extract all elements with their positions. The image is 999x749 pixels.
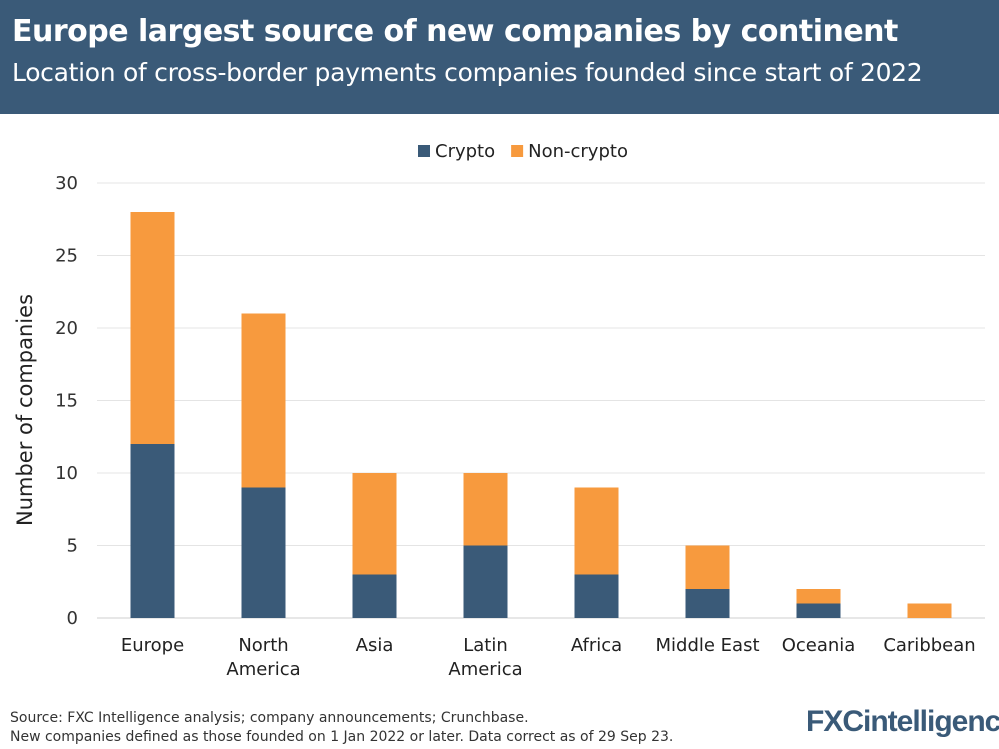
y-tick-label: 25	[55, 246, 78, 267]
y-tick-label: 20	[55, 318, 78, 339]
x-tick-label: North	[238, 635, 288, 656]
legend-label: Crypto	[435, 141, 495, 162]
bar-non-crypto	[130, 212, 175, 444]
bar-non-crypto	[463, 473, 508, 546]
bar-non-crypto	[352, 473, 397, 575]
bar-crypto	[241, 487, 286, 618]
source-note: Source: FXC Intelligence analysis; compa…	[10, 709, 673, 747]
x-tick-label: Europe	[121, 635, 184, 656]
source-line-2: New companies defined as those founded o…	[10, 729, 674, 745]
y-tick-label: 5	[67, 536, 78, 557]
bar-crypto	[574, 574, 619, 618]
bar-non-crypto	[796, 589, 841, 604]
legend-swatch	[418, 145, 430, 157]
source-line-1: Source: FXC Intelligence analysis; compa…	[10, 710, 529, 726]
x-tick-label: Oceania	[782, 635, 856, 656]
fxc-logo: FXCintelligence™	[806, 705, 999, 738]
bar-crypto	[685, 589, 730, 618]
y-tick-label: 10	[55, 463, 78, 484]
x-tick-label: Asia	[356, 635, 394, 656]
y-axis-label: Number of companies	[13, 294, 37, 526]
y-tick-label: 30	[55, 173, 78, 194]
bar-crypto	[130, 444, 175, 618]
bar-non-crypto	[241, 313, 286, 488]
x-tick-label: Africa	[571, 635, 622, 656]
y-tick-label: 0	[67, 608, 78, 629]
x-tick-label: Middle East	[655, 635, 759, 656]
x-tick-label: America	[448, 659, 522, 680]
x-tick-label: Latin	[463, 635, 508, 656]
x-tick-label: Caribbean	[883, 635, 975, 656]
bar-crypto	[796, 603, 841, 618]
bar-crypto	[352, 574, 397, 618]
bar-non-crypto	[685, 545, 730, 589]
bar-non-crypto	[907, 603, 952, 618]
chart-title: Europe largest source of new companies b…	[12, 14, 898, 49]
bar-non-crypto	[574, 487, 619, 575]
bar-crypto	[463, 545, 508, 618]
x-tick-label: America	[226, 659, 300, 680]
chart-subtitle: Location of cross-border payments compan…	[12, 58, 923, 87]
legend-swatch	[511, 145, 524, 157]
legend-label: Non-crypto	[528, 141, 628, 162]
header: Europe largest source of new companies b…	[0, 0, 999, 114]
y-tick-label: 15	[55, 391, 78, 412]
